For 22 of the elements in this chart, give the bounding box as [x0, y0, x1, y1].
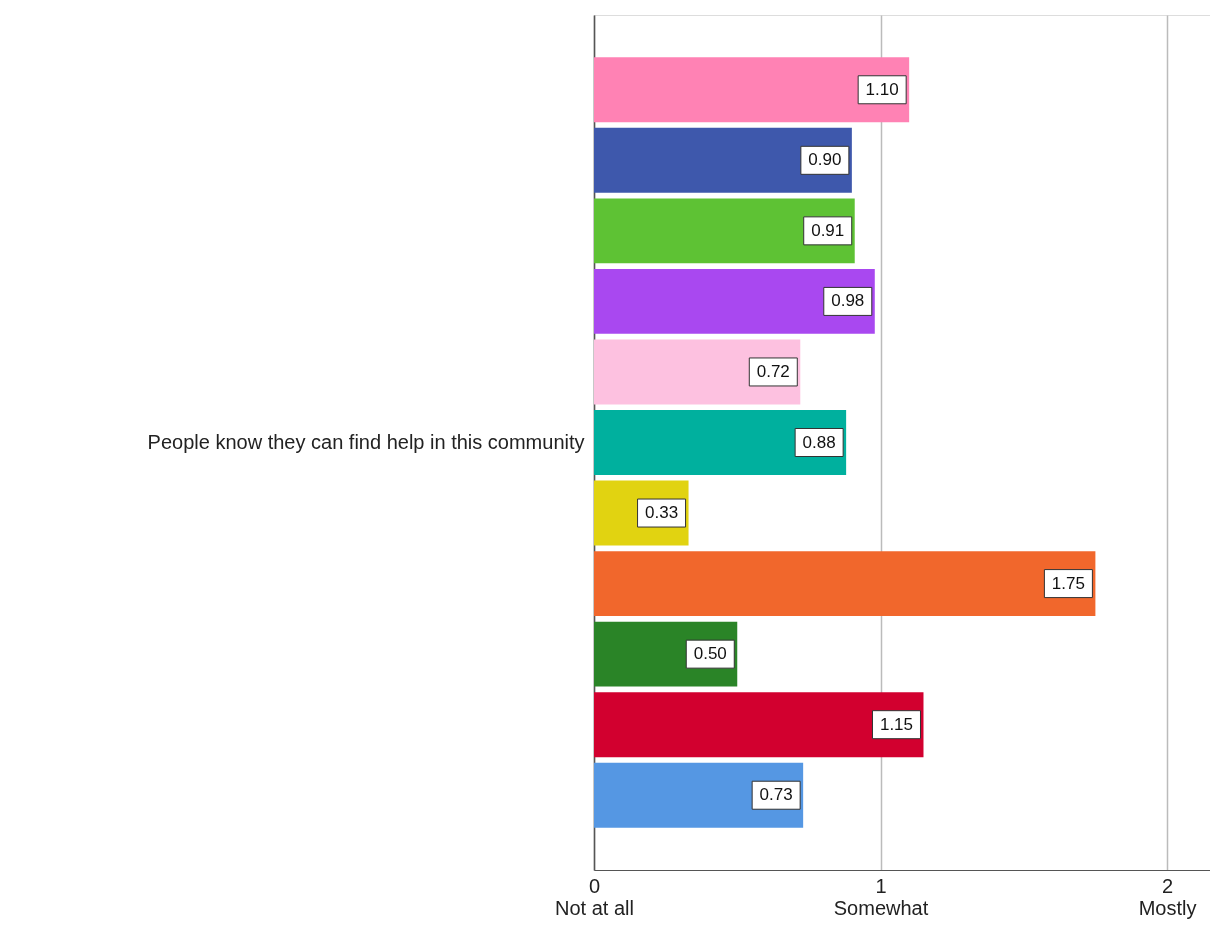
data-label: 1.75: [1051, 573, 1085, 593]
bar: [594, 127, 852, 193]
data-label: 0.72: [756, 361, 790, 381]
bar: [594, 57, 910, 123]
data-label: 0.88: [802, 432, 836, 452]
bar: [594, 551, 1096, 617]
bar: [594, 268, 875, 334]
bar: [594, 198, 855, 264]
x-tick-label: 0 Not at all: [555, 874, 634, 919]
bar: [594, 692, 924, 758]
data-label: 1.15: [879, 714, 914, 734]
data-label: 0.98: [831, 291, 865, 311]
data-label: 0.91: [811, 220, 845, 240]
data-label: 0.50: [693, 644, 727, 664]
data-label: 1.10: [865, 79, 899, 99]
data-label: 0.73: [759, 785, 793, 805]
x-tick-label: 2 Mostly: [1138, 874, 1197, 919]
y-axis-title: People know they can find help in this community: [147, 431, 585, 453]
data-label: 0.33: [645, 503, 679, 523]
bar: [594, 410, 847, 475]
data-label: 0.90: [808, 150, 842, 170]
x-tick-label: 1 Somewhat: [833, 874, 929, 919]
